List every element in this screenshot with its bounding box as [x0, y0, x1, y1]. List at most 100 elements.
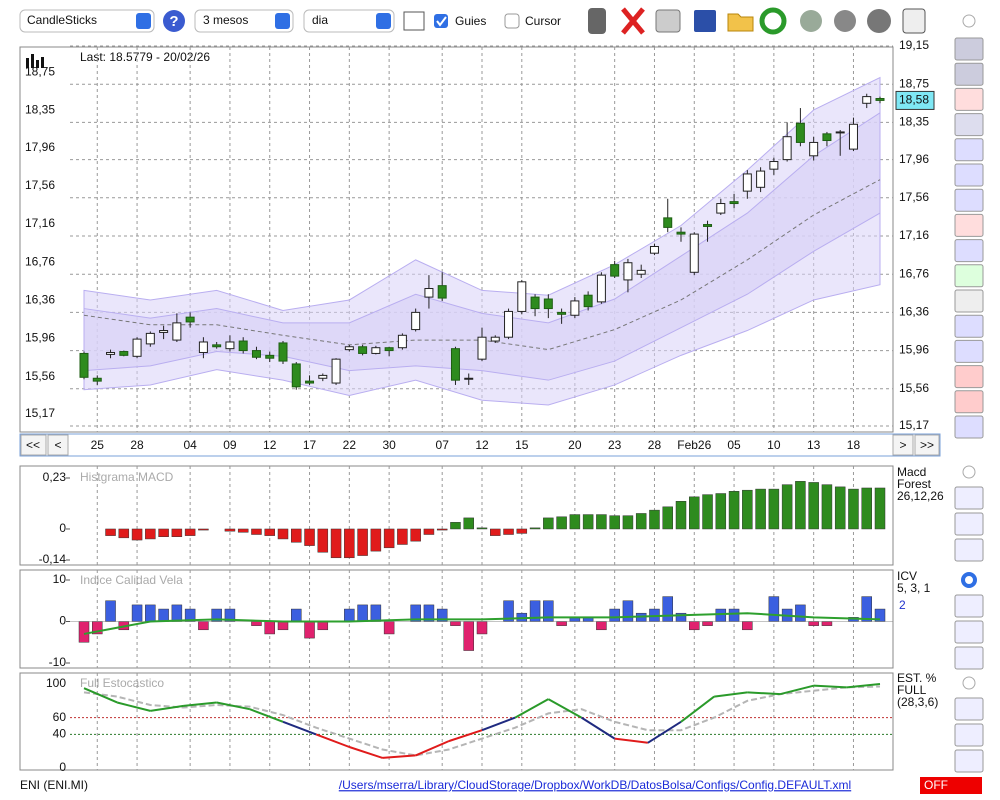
open-button[interactable] [727, 13, 754, 32]
stochastic-k [680, 695, 715, 723]
tool-button[interactable] [954, 264, 984, 288]
histogram-bar [702, 621, 713, 626]
histogram-bar [450, 522, 461, 530]
tool-button[interactable] [954, 390, 984, 414]
x-tick-label: 10 [767, 438, 781, 452]
tool-button[interactable] [954, 239, 984, 263]
candle-body [132, 338, 142, 357]
tool-button[interactable] [954, 339, 984, 363]
candle-body [583, 294, 593, 308]
panel-tool-button[interactable] [954, 646, 984, 670]
y-tick-label: 15,56 [25, 369, 55, 383]
currency-button[interactable] [834, 10, 856, 32]
panel-tool-button[interactable] [954, 594, 984, 618]
candle-body [145, 332, 155, 345]
panel-tool-button[interactable] [954, 723, 984, 747]
y-tick-label: 17,96 [25, 140, 55, 154]
histogram-bar [463, 517, 474, 530]
panel-radio[interactable] [962, 676, 976, 690]
histogram-bar [808, 621, 819, 626]
histogram-bar [251, 528, 262, 535]
histogram-bar [463, 621, 474, 651]
tool-button[interactable] [954, 188, 984, 212]
tool-button[interactable] [954, 37, 984, 61]
candle-body [676, 231, 686, 235]
histogram-bar [304, 621, 315, 639]
chart-type-select[interactable] [19, 9, 155, 33]
y-tick-label-right: 17,96 [899, 152, 929, 166]
nav-prev-button[interactable] [47, 434, 69, 456]
panel-tool-button[interactable] [954, 620, 984, 644]
candle-body [504, 310, 514, 338]
histogram-bar [251, 621, 262, 626]
nav-last-button[interactable] [914, 434, 940, 456]
nav-next-button[interactable] [892, 434, 914, 456]
panel-tool-button[interactable] [954, 749, 984, 773]
panel-radio[interactable] [961, 572, 977, 588]
panel-tool-button[interactable] [954, 697, 984, 721]
delete-button[interactable] [621, 7, 645, 35]
panel-radio[interactable] [962, 465, 976, 479]
refresh-button[interactable] [759, 7, 787, 35]
tool-button[interactable] [954, 163, 984, 187]
interval: dia [312, 13, 328, 27]
tool-button[interactable] [954, 213, 984, 237]
stochastic-k [580, 716, 616, 740]
tool-button[interactable] [954, 62, 984, 86]
tool-button[interactable] [954, 289, 984, 313]
candle-body [424, 288, 434, 298]
y-tick-label: -0,14 [39, 552, 67, 566]
candle-body [636, 269, 646, 275]
print-button[interactable] [655, 9, 681, 33]
histogram-bar [423, 528, 435, 535]
histogram-bar [118, 528, 130, 539]
tool-button[interactable] [954, 138, 984, 162]
tool-button[interactable] [954, 365, 984, 389]
nav-first-button[interactable] [20, 434, 47, 456]
candle-body [251, 350, 261, 358]
histogram-bar [848, 488, 859, 530]
radio[interactable] [962, 14, 976, 28]
calendar-button[interactable] [902, 8, 926, 34]
stochastic-k [415, 740, 450, 757]
panel-tool-button[interactable] [954, 486, 984, 510]
panel-tool-button[interactable] [954, 512, 984, 536]
mode-badge[interactable] [920, 777, 982, 794]
histogram-bar [476, 527, 488, 530]
tool-button[interactable] [954, 113, 984, 137]
stochastic-k [780, 684, 814, 696]
histogram-bar [768, 596, 780, 622]
candle-body [875, 98, 885, 101]
y-tick-label-right: 16,36 [899, 305, 929, 319]
stochastic-k [514, 698, 549, 719]
y-tick-label-right: 18,75 [899, 76, 929, 90]
candle-body [159, 330, 169, 333]
histogram-bar [145, 528, 156, 540]
histogram-bar [277, 621, 289, 631]
sync-button[interactable] [800, 10, 822, 32]
help-button[interactable] [163, 10, 185, 32]
trash-button[interactable] [588, 8, 606, 34]
last-price-box [895, 90, 935, 110]
select-arrow [376, 13, 391, 29]
tool-button[interactable] [954, 314, 984, 338]
interval-select[interactable] [303, 9, 395, 33]
cursor-checkbox[interactable] [504, 13, 520, 29]
tool-button[interactable] [954, 87, 984, 111]
chart-icon[interactable] [403, 11, 425, 31]
period-select[interactable] [194, 9, 294, 33]
histogram-bar [291, 608, 302, 622]
save-button[interactable] [694, 10, 716, 32]
histogram-bar [689, 621, 700, 631]
panel-tool-button[interactable] [954, 538, 984, 562]
settings-button[interactable] [867, 9, 891, 33]
histogram-bar [861, 596, 872, 622]
icv-legend: ICV [897, 569, 917, 583]
tool-button[interactable] [954, 415, 984, 439]
guides-checkbox[interactable] [434, 14, 448, 28]
histogram-bar [184, 528, 196, 536]
config-path[interactable]: /Users/mserra/Library/CloudStorage/Dropb… [339, 778, 851, 792]
x-tick-label: 23 [608, 438, 622, 452]
x-tick-label: 12 [263, 438, 277, 452]
